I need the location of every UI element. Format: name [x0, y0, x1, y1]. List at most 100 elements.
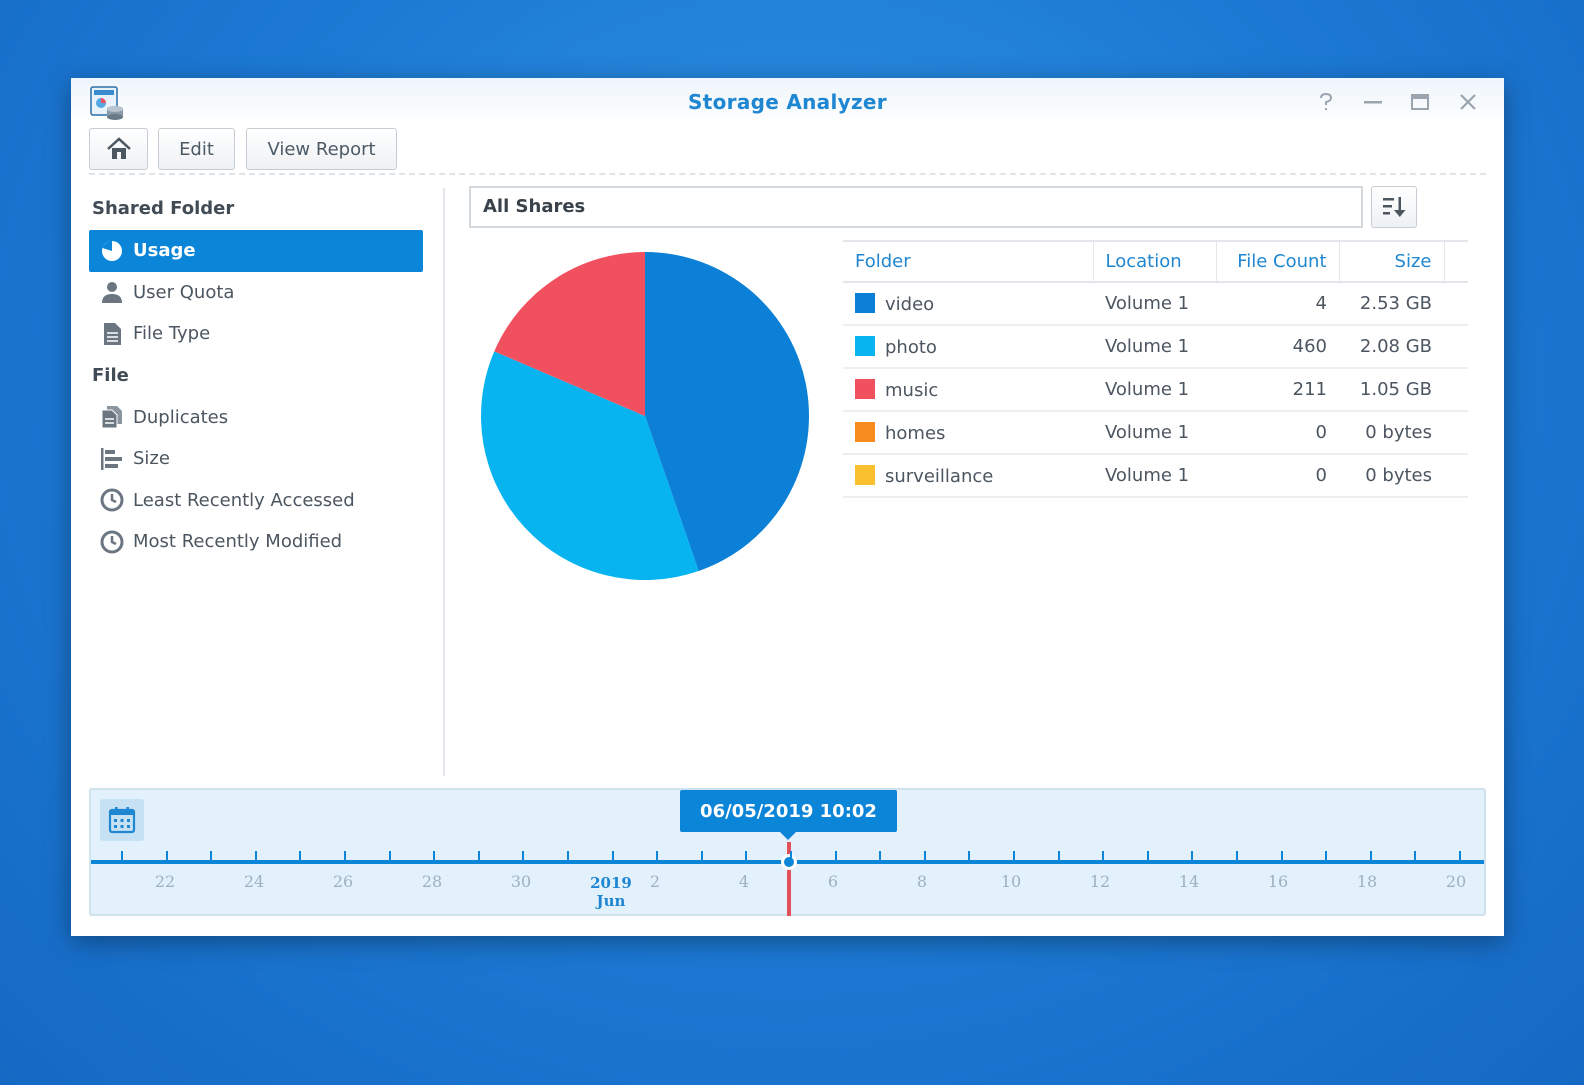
share-selector-dropdown[interactable]: All Shares: [469, 186, 1363, 228]
timeline-year: 2019: [590, 874, 632, 892]
timeline-tick-label: 24: [243, 872, 265, 891]
calendar-icon: [108, 807, 136, 834]
view-report-button[interactable]: View Report: [246, 128, 397, 170]
cell-file-count: 460: [1216, 325, 1339, 369]
maximize-icon[interactable]: [1408, 90, 1432, 114]
sidebar-item-usage[interactable]: Usage: [89, 230, 423, 272]
cell-size: 2.53 GB: [1339, 282, 1444, 326]
sidebar: Shared Folder Usage User Quota File Type…: [89, 188, 423, 563]
column-header-spacer: [1444, 240, 1468, 283]
sidebar-item-label: Most Recently Modified: [133, 531, 343, 553]
window-title: Storage Analyzer: [688, 90, 887, 114]
sidebar-item-most-recently-modified[interactable]: Most Recently Modified: [89, 521, 423, 563]
home-button[interactable]: [89, 128, 148, 170]
cell-spacer: [1444, 411, 1468, 455]
timeline-tick: [1102, 851, 1105, 860]
folder-color-swatch: [855, 335, 875, 356]
timeline-tick: [121, 851, 123, 860]
timeline-tick: [1414, 851, 1417, 860]
folder-name: photo: [885, 336, 937, 358]
timeline-tick-label: 28: [421, 872, 443, 891]
calendar-button[interactable]: [100, 799, 144, 841]
column-header-location[interactable]: Location: [1093, 240, 1217, 283]
timeline-tick-label: 26: [332, 872, 354, 891]
pie-slice-music[interactable]: [494, 252, 645, 416]
sidebar-item-least-recently-accessed[interactable]: Least Recently Accessed: [89, 480, 423, 522]
timeline-tick: [477, 851, 480, 860]
clock-icon: [99, 529, 125, 555]
timeline-tick-label: 6: [827, 872, 839, 891]
timeline-tick-label: 18: [1356, 872, 1378, 891]
timeline-tick: [254, 851, 257, 860]
pie-slice-video[interactable]: [645, 252, 810, 571]
timeline-tick: [1013, 851, 1015, 860]
folder-color-swatch: [855, 464, 875, 485]
table-row[interactable]: video Volume 1 4 2.53 GB: [843, 282, 1468, 326]
sidebar-item-duplicates[interactable]: Duplicates: [89, 397, 423, 439]
timeline-tick: [611, 851, 614, 860]
title-bar[interactable]: Storage Analyzer: [71, 78, 1504, 126]
cell-size: 1.05 GB: [1339, 368, 1444, 412]
timeline-tick: [656, 851, 659, 860]
timeline-tick: [299, 851, 302, 860]
cell-spacer: [1444, 454, 1468, 498]
timeline-month-label: 2019 Jun: [581, 874, 641, 910]
storage-analyzer-window: Storage Analyzer Edit View Report Shared…: [71, 78, 1504, 936]
sort-button[interactable]: [1371, 186, 1417, 228]
close-icon[interactable]: [1456, 90, 1480, 114]
help-icon[interactable]: [1314, 90, 1338, 114]
timeline-tick: [923, 851, 926, 860]
duplicate-files-icon: [99, 404, 125, 430]
timeline-tick: [210, 851, 213, 860]
pie-chart-icon: [99, 238, 125, 264]
sidebar-divider: [443, 188, 445, 776]
home-icon: [106, 137, 131, 159]
cell-location: Volume 1: [1093, 325, 1216, 369]
table-row[interactable]: music Volume 1 211 1.05 GB: [843, 368, 1468, 412]
cell-file-count: 211: [1216, 368, 1339, 412]
timeline-tick: [388, 851, 391, 860]
timeline-tick: [879, 851, 882, 860]
sidebar-item-label: File Type: [133, 323, 211, 345]
timeline-tick: [1459, 851, 1461, 860]
sidebar-item-label: Duplicates: [133, 406, 229, 428]
cell-file-count: 0: [1216, 411, 1339, 455]
timeline-tick-label: 22: [154, 872, 176, 891]
cell-folder: video: [843, 282, 1093, 326]
cell-folder: homes: [843, 411, 1093, 455]
cell-location: Volume 1: [1093, 282, 1216, 326]
column-header-folder[interactable]: Folder: [843, 240, 1094, 283]
timeline-tick: [1325, 851, 1328, 860]
bar-size-icon: [99, 446, 125, 472]
column-header-size[interactable]: Size: [1339, 240, 1445, 283]
sidebar-item-user-quota[interactable]: User Quota: [89, 272, 423, 314]
folder-color-swatch: [855, 421, 875, 442]
timeline-tick: [344, 851, 346, 860]
timeline-tick: [522, 851, 525, 860]
timeline-tick-label: 16: [1267, 872, 1289, 891]
timeline-tick: [1146, 851, 1149, 860]
timeline: 06/05/2019 10:02 2019 Jun 22 24 26 28 30 2 4 6 8…: [89, 788, 1486, 916]
user-icon: [99, 279, 125, 305]
timeline-tick: [968, 851, 971, 860]
timeline-tick: [1191, 851, 1194, 860]
cell-folder: music: [843, 368, 1093, 412]
column-header-file-count[interactable]: File Count: [1216, 240, 1340, 283]
sort-descending-icon: [1383, 197, 1406, 217]
timeline-cursor-handle[interactable]: [781, 854, 797, 870]
minimize-icon[interactable]: [1361, 90, 1385, 114]
timeline-tick: [1236, 851, 1238, 860]
edit-button[interactable]: Edit: [158, 128, 235, 170]
sidebar-heading-shared-folder: Shared Folder: [92, 198, 235, 219]
timeline-tick: [165, 851, 168, 860]
sidebar-item-file-type[interactable]: File Type: [89, 313, 423, 355]
table-row[interactable]: photo Volume 1 460 2.08 GB: [843, 325, 1468, 369]
pie-slice-photo[interactable]: [481, 351, 699, 580]
sidebar-item-label: Size: [133, 448, 170, 470]
sidebar-item-size[interactable]: Size: [89, 438, 423, 480]
folder-name: video: [885, 293, 935, 315]
cell-size: 0 bytes: [1339, 454, 1444, 498]
timeline-month: Jun: [596, 892, 626, 910]
